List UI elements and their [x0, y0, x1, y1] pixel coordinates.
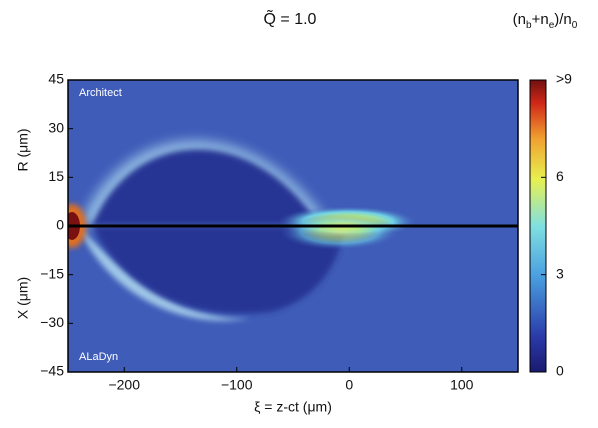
density-field: [68, 80, 518, 372]
y-tick-label: −30: [40, 314, 64, 330]
y-tick-label: −45: [40, 363, 64, 379]
x-tick-label: 0: [345, 377, 353, 393]
y-tick-label: −15: [40, 265, 64, 281]
chart-title: Q̃ = 1.0: [264, 9, 317, 29]
colorbar-tick-label: 6: [556, 168, 564, 184]
annotation: Architect: [79, 87, 122, 99]
colorbar-label: (nb+ne)/n0: [513, 11, 578, 31]
y-tick-label: 45: [48, 71, 64, 87]
y-axis-label: X (μm): [15, 277, 31, 319]
y-axis-label: R (μm): [15, 128, 31, 171]
x-tick-label: −100: [221, 377, 253, 393]
x-tick-label: −200: [108, 377, 140, 393]
y-tick-label: 15: [48, 168, 64, 184]
annotation: ALaDyn: [79, 351, 118, 363]
x-tick-label: 100: [450, 377, 474, 393]
colorbar: [529, 79, 547, 373]
colorbar-tick-label: 0: [556, 363, 564, 379]
y-tick-label: 0: [56, 217, 64, 233]
y-tick-label: 30: [48, 119, 64, 135]
x-axis-label: ξ = z-ct (μm): [254, 399, 332, 415]
colorbar-tick-label: 3: [556, 265, 564, 281]
colorbar-tick-label: >9: [556, 71, 572, 87]
